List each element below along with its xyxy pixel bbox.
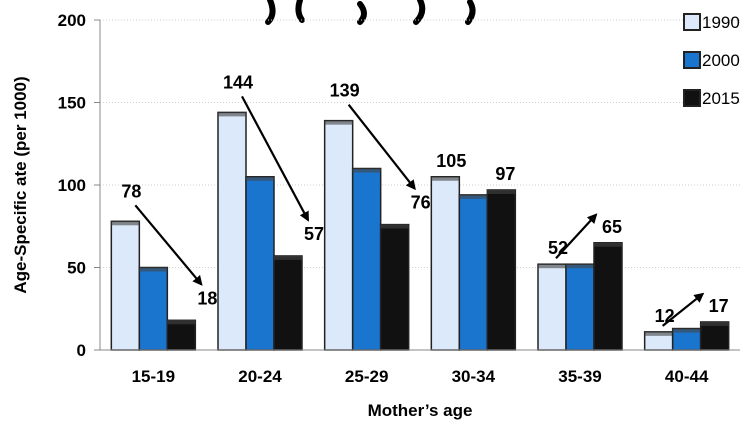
x-axis-title: Mother’s age — [368, 401, 473, 420]
bar-2000-40-44 — [671, 327, 702, 351]
data-label: 52 — [548, 238, 568, 258]
x-category-label: 20-24 — [238, 367, 282, 386]
data-label: 139 — [330, 81, 360, 101]
bar-2000-20-24 — [245, 176, 275, 351]
data-labels: 78 18 144 57 139 76 105 97 52 65 12 17 — [121, 72, 728, 325]
trend-arrow-down — [347, 103, 416, 191]
trend-arrow-down — [134, 204, 203, 286]
data-label: 97 — [495, 164, 515, 184]
bar-1990-40-44 — [643, 331, 674, 351]
data-label: 105 — [436, 151, 466, 171]
legend-swatch — [683, 13, 701, 31]
bar-2015-20-24 — [273, 255, 303, 351]
data-label: 18 — [197, 288, 217, 308]
x-category-label: 30-34 — [452, 367, 496, 386]
x-category-label: 15-19 — [132, 367, 175, 386]
y-tick-label: 50 — [67, 259, 86, 278]
data-label: 144 — [223, 72, 253, 92]
legend-label: 2015 — [702, 89, 740, 108]
bars — [110, 111, 730, 351]
data-label: 65 — [602, 217, 622, 237]
bar-2015-25-29 — [379, 223, 410, 351]
bar-1990-25-29 — [323, 119, 354, 351]
trend-arrow-down — [241, 95, 309, 222]
x-category-label: 40-44 — [665, 367, 709, 386]
y-tick-label: 150 — [58, 94, 86, 113]
bar-2000-30-34 — [458, 194, 489, 351]
bar-1990-35-39 — [537, 263, 567, 351]
x-category-label: 35-39 — [558, 367, 601, 386]
legend-swatch — [683, 51, 701, 69]
data-label: 76 — [411, 193, 431, 213]
bar-1990-15-19 — [110, 220, 141, 351]
legend: 1990 2000 2015 — [683, 13, 740, 108]
bar-2000-35-39 — [565, 263, 595, 351]
cropped-title-fragment — [265, 0, 476, 25]
bar-2000-25-29 — [351, 167, 382, 351]
bar-1990-30-34 — [430, 176, 461, 351]
x-category-label: 25-29 — [345, 367, 388, 386]
legend-label: 2000 — [702, 51, 740, 70]
bar-2000-15-19 — [138, 266, 169, 351]
bar-2015-15-19 — [166, 319, 197, 351]
x-axis-categories: 15-19 20-24 25-29 30-34 35-39 40-44 — [132, 367, 709, 386]
y-axis-ticks: 0 50 100 150 200 — [58, 11, 100, 360]
data-label: 57 — [304, 224, 324, 244]
bar-1990-20-24 — [217, 111, 247, 351]
y-tick-label: 0 — [77, 341, 86, 360]
data-label: 12 — [655, 306, 675, 326]
data-label: 17 — [709, 296, 729, 316]
bar-2015-30-34 — [486, 189, 517, 351]
bar-2015-40-44 — [699, 321, 730, 351]
y-tick-label: 100 — [58, 176, 86, 195]
data-label: 78 — [121, 181, 141, 201]
trend-arrow-up — [555, 213, 598, 259]
trend-arrows — [134, 95, 705, 327]
legend-label: 1990 — [702, 13, 740, 32]
bar-2015-35-39 — [593, 242, 623, 351]
y-axis-title: Age-Specific ate (per 1000) — [11, 76, 30, 293]
gridlines — [100, 19, 740, 268]
legend-swatch — [683, 89, 701, 107]
y-tick-label: 200 — [58, 11, 86, 30]
trend-arrow-up — [661, 292, 705, 327]
